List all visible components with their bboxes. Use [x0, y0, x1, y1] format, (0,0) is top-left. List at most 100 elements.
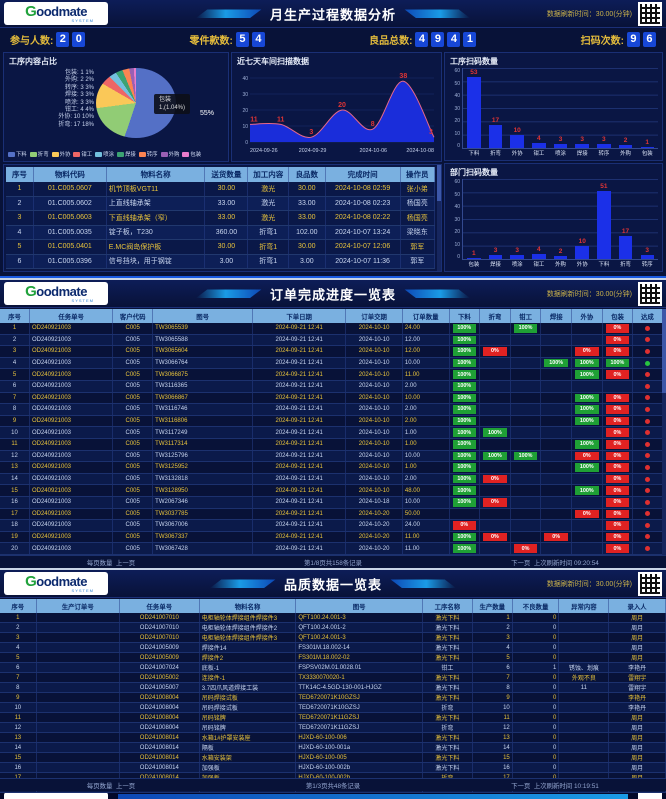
table-cell: 0	[513, 743, 560, 752]
progress-badge: 0%	[605, 486, 630, 495]
table-cell: 0	[513, 633, 560, 642]
table-cell: 2024-10-08 02:59	[326, 182, 401, 196]
table-cell: 2	[0, 334, 30, 346]
table-cell	[37, 763, 120, 772]
table-row: 1 01.C005.0607 机节顶板VGT11 30.00 激光 30.00 2024-1…	[6, 182, 435, 197]
table-cell: 48.00	[403, 485, 450, 496]
scrollbar-thumb[interactable]	[662, 309, 666, 393]
page-title: 订单完成进度一览表	[195, 284, 470, 303]
table-row: 15 OD240921003 C005 TW3128950 2024-09-21 12:…	[0, 485, 666, 497]
table-cell: C005	[113, 323, 154, 334]
table-cell	[559, 713, 610, 722]
bar-value-label: 3	[645, 247, 650, 254]
next-page-link[interactable]: 下一页	[511, 559, 531, 567]
bar	[467, 257, 481, 259]
bar-category-label: 包装	[641, 151, 653, 157]
pie-chart-area: 包装: 1 1% 外购: 2 2% 转序: 3 3% 焊接: 3 3% 喷涂: 3 3%…	[4, 68, 228, 138]
column-header: 录入人	[609, 599, 666, 613]
table-cell: 激光下料	[423, 643, 473, 652]
legend-item: 外购	[160, 150, 179, 158]
svg-text:2024-10-06: 2024-10-06	[359, 148, 387, 154]
table-cell: TED6720071K11GZSJ	[296, 713, 423, 722]
table-cell: 10.00	[403, 357, 450, 369]
table-cell: C005	[113, 543, 154, 554]
progress-cell	[480, 485, 511, 496]
table-cell: 2024-09-21 12:41	[253, 357, 347, 369]
progress-badge: 0%	[605, 497, 630, 507]
progress-cell: 0%	[480, 531, 511, 543]
table-cell: 激光下料	[423, 763, 473, 772]
progress-cell: 100%	[511, 450, 542, 462]
table-cell: C005	[113, 415, 154, 427]
bar-slot: 1	[636, 68, 658, 148]
table-row: 3 OD241007010 电柜轴轮体焊接组件焊接件3 QFT100.24.001-3…	[0, 633, 666, 643]
table-cell: 2024-10-10	[346, 334, 403, 346]
table-cell: OD241008004	[120, 723, 200, 732]
table-cell: 0	[513, 623, 560, 632]
y-tick-label: 60	[454, 68, 460, 74]
table-cell: 5	[473, 653, 513, 662]
table-cell: HJXD-60-100-005	[296, 753, 423, 762]
table-cell: 12.00	[403, 334, 450, 346]
table-cell: 折弯1	[248, 240, 290, 254]
progress-cell: 0%	[572, 508, 603, 520]
progress-cell: 100%	[450, 334, 481, 346]
table-cell: OD240921003	[30, 543, 114, 554]
table-cell: 16	[0, 496, 30, 508]
progress-cell	[480, 404, 511, 415]
legend-swatch	[29, 151, 37, 157]
logo-text: Goodmate	[25, 3, 87, 20]
stat-label: 参与人数:	[10, 35, 54, 47]
scrollbar[interactable]	[662, 309, 666, 555]
column-header: 订单交期	[346, 309, 403, 323]
y-tick-label: 40	[454, 93, 460, 99]
progress-cell	[541, 380, 573, 392]
table-cell: 2024-10-07 12:06	[326, 240, 401, 254]
progress-cell	[450, 508, 481, 520]
prev-page-link[interactable]: 上一页	[115, 782, 136, 790]
status-dot	[644, 406, 650, 412]
table-cell: 吊码焊接试板	[200, 693, 297, 702]
progress-cell: 100%	[450, 346, 481, 357]
table-cell: QFT100.24.001-3	[296, 633, 423, 642]
table-cell: 2024-09-21 12:41	[253, 380, 347, 392]
progress-badge: 100%	[575, 358, 599, 368]
progress-cell	[480, 462, 511, 473]
progress-cell	[511, 508, 542, 520]
table-cell: TED6720071K10GZSJ	[296, 703, 423, 712]
next-page-link[interactable]: 下一页	[511, 782, 531, 790]
progress-badge: 0%	[605, 474, 630, 484]
table-row: 10 OD241008004 吊码焊接试板 TED6720071K10GZSJ 折弯 10…	[0, 703, 666, 713]
prev-page-link[interactable]: 上一页	[115, 559, 136, 567]
scrollbar-thumb[interactable]	[437, 165, 441, 202]
table-cell: OD240921003	[30, 531, 114, 543]
table-cell: HJXD-60-100-002b	[296, 773, 423, 782]
table-cell: 激光下料	[423, 653, 473, 662]
status-dot	[644, 348, 650, 354]
progress-badge: 100%	[483, 451, 507, 461]
table-header-row: 序号 任务单号 客户代码 图号 下单日期 订单交期 订单数量 下料 折弯 钳工 焊接 外协 包装 达成	[0, 309, 666, 323]
bar-category-label: 钳工	[533, 151, 545, 157]
bar	[510, 134, 524, 148]
table-cell: 0	[513, 653, 560, 662]
table-cell: C005	[113, 357, 154, 369]
bar-category-label: 焊接	[490, 262, 501, 268]
bar	[553, 256, 568, 259]
table-cell: 2.00	[403, 380, 450, 392]
bar-slot: 2	[615, 68, 637, 148]
pagination-info: 第1/3页共48条记录	[305, 782, 361, 790]
progress-cell	[541, 323, 573, 334]
table-cell: 30.00	[205, 182, 249, 196]
table-cell: 隔板	[200, 743, 297, 752]
column-header: 工序名称	[423, 599, 473, 613]
stat-digit: 9	[626, 31, 640, 47]
table-cell: 15	[0, 485, 30, 496]
y-tick-label: 0	[457, 143, 460, 149]
table-cell: 雷翔宇	[609, 673, 666, 682]
scrollbar[interactable]	[437, 165, 441, 271]
progress-cell	[480, 323, 511, 334]
table-cell: OD241008014	[120, 753, 200, 762]
table-cell: TW3117314	[153, 438, 254, 450]
table-cell: 2024-09-21 12:41	[253, 543, 347, 554]
table-cell: 01.C005.0035	[34, 225, 107, 239]
